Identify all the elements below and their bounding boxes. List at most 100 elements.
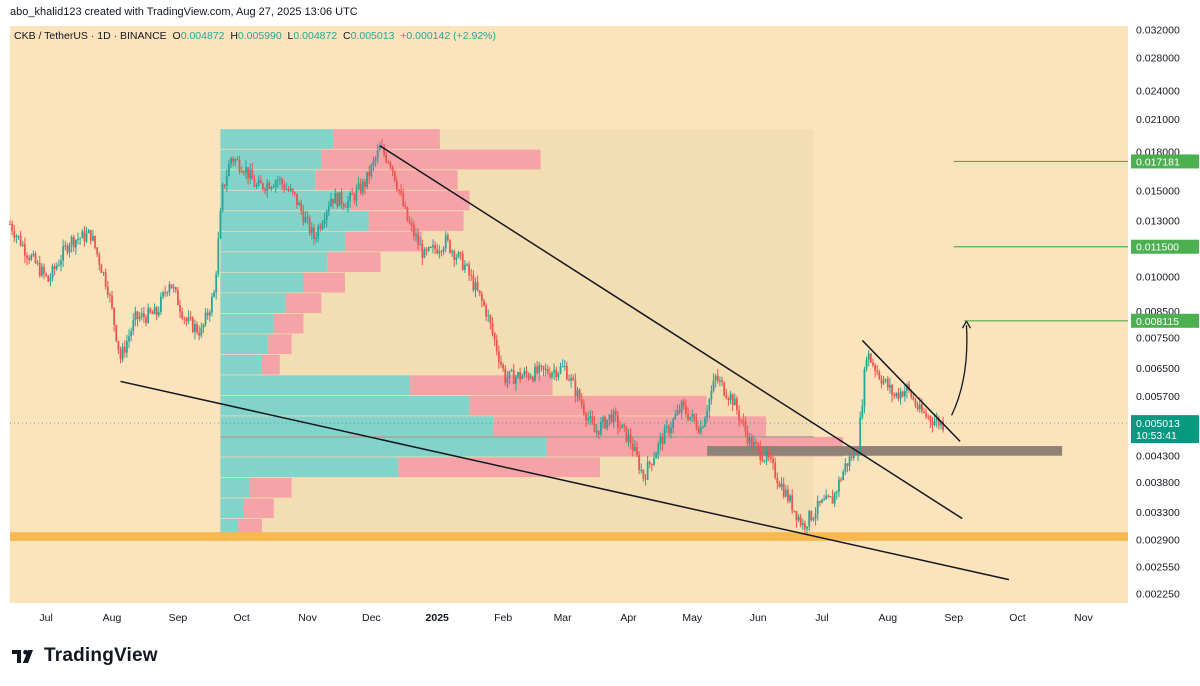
- candle-body: [491, 323, 494, 334]
- candle-body: [438, 251, 441, 254]
- candle-body: [83, 231, 86, 242]
- tradingview-logo[interactable]: TradingView: [12, 645, 158, 667]
- candle-body: [723, 382, 726, 396]
- volume-profile-up-bar: [220, 211, 369, 231]
- candle-body: [493, 333, 496, 340]
- volume-profile-up-bar: [220, 436, 547, 457]
- symbol-legend: CKB / TetherUS · 1D · BINANCE O0.004872 …: [14, 30, 496, 42]
- candle-body: [861, 406, 864, 418]
- candle-body: [147, 308, 150, 323]
- candle-body: [472, 275, 475, 291]
- candle-body: [663, 427, 666, 444]
- candle-body: [468, 264, 471, 275]
- candle-body: [502, 364, 505, 369]
- time-axis-tick-label: May: [682, 612, 703, 624]
- candle-body: [423, 249, 426, 258]
- candle-body: [906, 384, 908, 391]
- candle-body: [838, 479, 840, 492]
- candle-body: [816, 500, 819, 514]
- candle-body: [30, 255, 33, 260]
- candle-body: [897, 392, 900, 399]
- candle-body: [878, 372, 881, 379]
- candle-body: [66, 245, 69, 253]
- volume-profile-up-bar: [220, 457, 399, 478]
- candle-body: [929, 416, 932, 422]
- candle-body: [253, 179, 256, 187]
- candle-body: [357, 183, 360, 189]
- volume-profile-up-bar: [220, 416, 494, 437]
- candle-body: [310, 227, 313, 233]
- legend-change-value: +0.000142 (+2.92%): [394, 30, 496, 42]
- candle-body: [844, 463, 847, 472]
- candle-body: [685, 405, 687, 414]
- candle-body: [659, 436, 662, 444]
- candle-body: [591, 416, 594, 424]
- candle-body: [419, 244, 422, 246]
- candle-body: [483, 300, 485, 306]
- candle-body: [306, 216, 309, 218]
- candle-body: [731, 394, 734, 406]
- candle-body: [840, 479, 842, 481]
- candle-body: [527, 373, 530, 379]
- candle-body: [57, 264, 60, 266]
- candle-body: [910, 390, 913, 398]
- candle-body: [342, 204, 345, 207]
- candle-body: [614, 411, 617, 416]
- candle-body: [889, 385, 891, 388]
- candle-body: [497, 351, 500, 362]
- candle-body: [655, 453, 658, 459]
- legend-open-label: O: [167, 30, 181, 42]
- legend-symbol: CKB / TetherUS · 1D · BINANCE: [14, 30, 167, 42]
- candle-body: [582, 404, 585, 414]
- candle-body: [557, 372, 560, 378]
- candle-body: [521, 375, 524, 379]
- legend-high-label: H: [225, 30, 238, 42]
- candle-body: [391, 166, 394, 172]
- candle-body: [470, 274, 473, 276]
- time-axis-tick-label: Oct: [1009, 612, 1025, 624]
- candle-body: [45, 273, 48, 276]
- tradingview-brand-text: TradingView: [44, 645, 158, 666]
- candle-body: [117, 340, 120, 350]
- legend-open-value: 0.004872: [181, 30, 225, 42]
- candle-body: [74, 240, 77, 248]
- price-axis-tick-label: 0.004300: [1136, 451, 1180, 463]
- candle-body: [98, 254, 101, 265]
- candle-body: [406, 207, 409, 221]
- candle-body: [799, 517, 802, 526]
- candle-body: [827, 495, 830, 497]
- candle-body: [912, 397, 915, 400]
- time-axis-tick-label: Mar: [554, 612, 573, 624]
- candle-body: [604, 417, 607, 429]
- candle-body: [94, 235, 96, 248]
- candle-body: [351, 193, 354, 195]
- candle-body: [130, 331, 133, 337]
- volume-profile-down-bar: [327, 252, 381, 272]
- candle-body: [599, 422, 602, 435]
- candle-body: [49, 278, 52, 282]
- candle-body: [563, 366, 566, 368]
- candle-body: [876, 370, 879, 373]
- candle-body: [842, 471, 845, 480]
- candle-body: [850, 456, 853, 459]
- candle-body: [848, 456, 851, 467]
- candle-body: [143, 313, 145, 318]
- candle-body: [155, 307, 158, 316]
- price-axis-tick-label: 0.032000: [1136, 24, 1180, 36]
- candle-body: [748, 436, 751, 444]
- candle-body: [364, 181, 366, 188]
- candle-body: [319, 226, 322, 229]
- candle-body: [702, 426, 704, 428]
- tradingview-logo-icon: [12, 649, 33, 663]
- time-axis-tick-label: Apr: [620, 612, 637, 624]
- candle-body: [744, 421, 747, 432]
- candle-body: [336, 193, 339, 207]
- candle-body: [43, 266, 45, 274]
- candle-body: [291, 188, 294, 192]
- candle-body: [738, 410, 740, 420]
- candle-body: [812, 518, 815, 521]
- candle-body: [903, 390, 906, 397]
- candle-body: [829, 496, 832, 498]
